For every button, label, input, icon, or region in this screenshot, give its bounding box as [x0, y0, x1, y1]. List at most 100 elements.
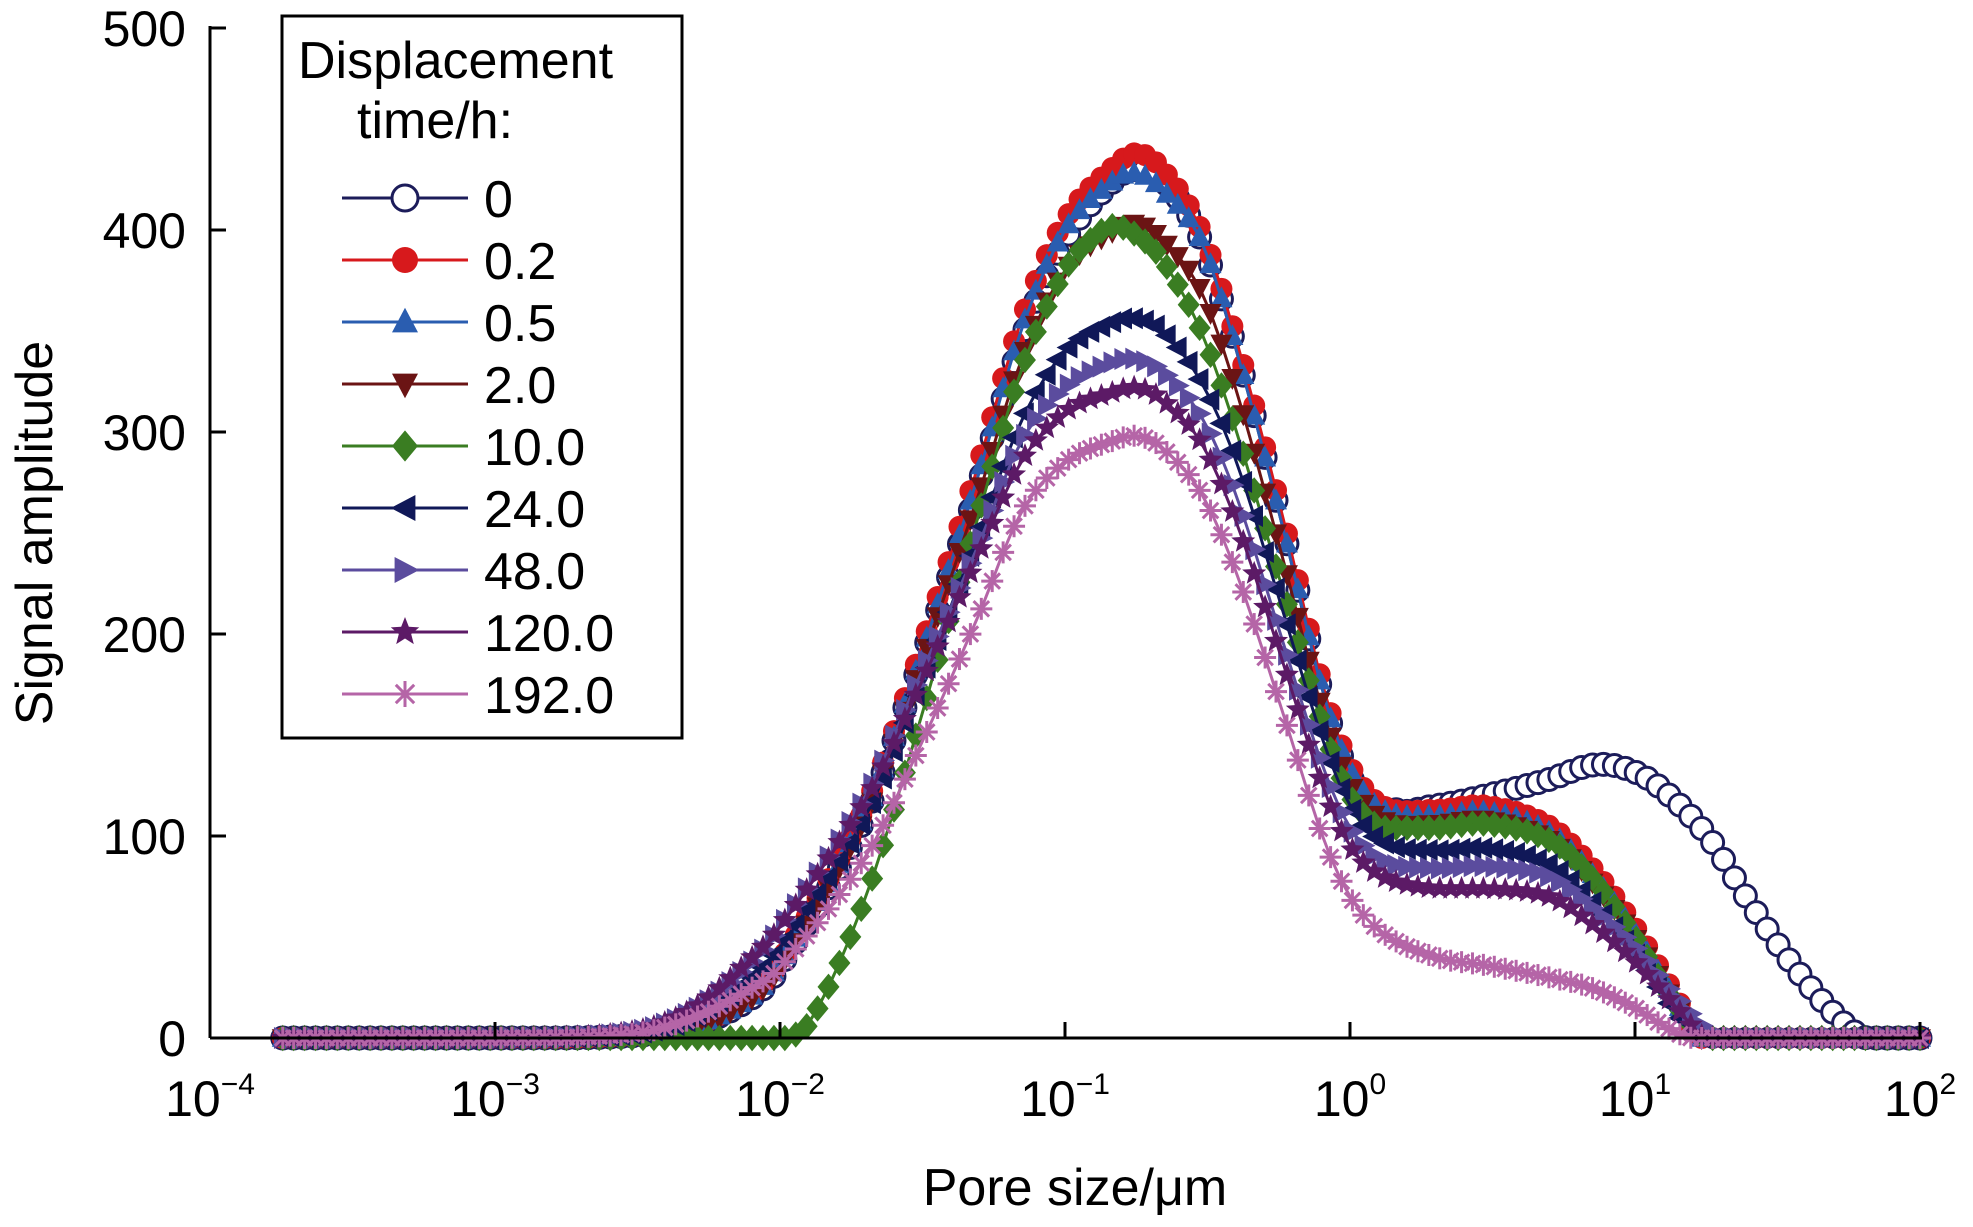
- legend-item: 2.0: [342, 357, 556, 415]
- data-point: [1329, 818, 1354, 842]
- data-point: [1147, 355, 1169, 378]
- data-point: [1143, 314, 1165, 337]
- data-point: [861, 834, 884, 857]
- data-point: [772, 929, 794, 952]
- data-point: [1125, 347, 1147, 370]
- data-point: [1220, 498, 1245, 522]
- y-tick-label: 0: [158, 1011, 186, 1067]
- data-point: [1504, 841, 1525, 864]
- data-point: [1027, 407, 1048, 430]
- data-point: [1155, 181, 1178, 203]
- legend-marker: [390, 495, 416, 521]
- data-point: [1427, 839, 1449, 862]
- data-point: [1023, 427, 1048, 451]
- legend-label: 48.0: [484, 543, 585, 601]
- data-point: [1177, 463, 1200, 486]
- data-point: [1420, 857, 1441, 880]
- data-point: [1362, 858, 1387, 882]
- data-point: [1417, 943, 1440, 966]
- data-point: [1387, 853, 1409, 876]
- data-point: [1340, 836, 1365, 860]
- y-axis-title: Signal amplitude: [6, 341, 64, 725]
- data-point: [947, 584, 972, 608]
- x-tick-label: 10−4: [165, 1068, 255, 1127]
- data-point: [828, 883, 851, 906]
- data-point: [729, 955, 754, 979]
- data-point: [1496, 856, 1518, 879]
- data-point: [1285, 696, 1310, 720]
- data-point: [1430, 857, 1452, 880]
- data-point: [1471, 836, 1493, 859]
- data-point: [881, 730, 907, 754]
- data-point: [1068, 198, 1091, 220]
- data-point: [892, 706, 917, 730]
- data-point: [904, 744, 927, 767]
- data-point: [1351, 849, 1376, 873]
- legend-item: 0: [342, 171, 513, 229]
- data-point: [1398, 855, 1420, 878]
- data-point: [1143, 382, 1168, 405]
- legend-box: [280, 14, 684, 740]
- x-axis-title: Pore size/μm: [923, 1159, 1227, 1217]
- data-point: [1275, 531, 1298, 553]
- data-point: [1144, 224, 1167, 246]
- legend-item: 192.0: [342, 667, 614, 725]
- data-point: [1165, 336, 1187, 359]
- data-point: [1569, 903, 1594, 927]
- data-point: [1231, 528, 1256, 552]
- data-point: [1318, 750, 1340, 773]
- legend-marker: [392, 373, 418, 399]
- data-point: [1057, 212, 1080, 234]
- data-point: [925, 633, 950, 657]
- legend-title-line-2: time/h:: [357, 92, 513, 150]
- data-point: [980, 510, 1005, 534]
- data-point: [1046, 230, 1069, 252]
- data-point: [1209, 471, 1234, 495]
- data-point: [850, 852, 873, 875]
- data-point: [1210, 286, 1233, 308]
- legend-label: 0.5: [484, 295, 556, 353]
- data-point: [1090, 433, 1113, 456]
- data-point: [1332, 801, 1354, 824]
- data-point: [1551, 870, 1572, 893]
- data-point: [872, 814, 895, 837]
- data-point: [816, 866, 838, 889]
- data-point: [1067, 390, 1092, 414]
- data-point: [1198, 447, 1223, 471]
- data-point: [685, 992, 710, 1016]
- data-point: [1254, 515, 1277, 542]
- data-point: [850, 895, 873, 923]
- data-point: [718, 965, 743, 989]
- data-point: [1352, 904, 1375, 927]
- data-point: [795, 1013, 818, 1040]
- data-point: [1034, 363, 1056, 386]
- data-point: [1176, 350, 1198, 373]
- data-point: [1656, 986, 1681, 1010]
- data-point: [991, 485, 1016, 508]
- data-point: [1166, 271, 1189, 298]
- data-point: [1285, 649, 1307, 672]
- data-point: [1428, 814, 1451, 841]
- data-point: [937, 672, 960, 695]
- data-point: [1376, 850, 1398, 873]
- data-point: [983, 499, 1005, 522]
- data-point: [1452, 856, 1474, 879]
- data-point: [1045, 348, 1067, 371]
- data-point: [1449, 837, 1471, 860]
- data-point: [1667, 998, 1692, 1022]
- data-point: [1245, 538, 1267, 561]
- data-point: [1471, 875, 1496, 899]
- data-point: [1070, 366, 1092, 389]
- data-point: [926, 646, 949, 674]
- data-point: [1188, 279, 1211, 300]
- data-point: [1463, 855, 1485, 878]
- data-point: [817, 897, 840, 920]
- data-point: [1154, 324, 1176, 347]
- data-point: [882, 791, 905, 814]
- data-point: [1034, 415, 1059, 439]
- data-point: [1494, 813, 1517, 840]
- data-point: [1089, 383, 1114, 406]
- y-tick-label: 300: [103, 405, 186, 461]
- data-point: [1188, 314, 1211, 342]
- data-point: [1144, 238, 1167, 265]
